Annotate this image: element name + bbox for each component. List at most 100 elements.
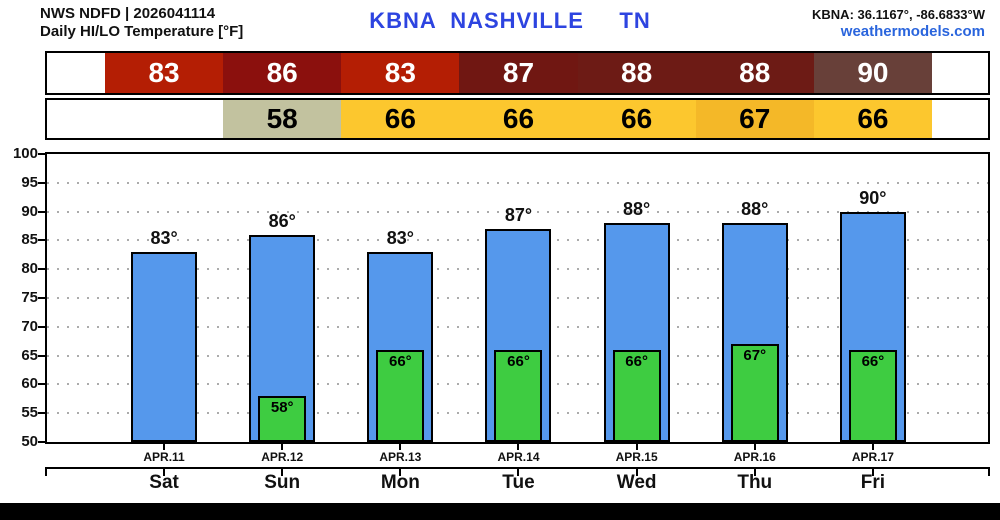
date-label: APR.16 [733, 450, 776, 464]
hi-bar-value-label: 88° [623, 199, 651, 220]
x-axis-tick [163, 444, 166, 450]
x-axis-tick [517, 444, 520, 450]
lo-bar-value-label: 67° [743, 347, 767, 365]
y-axis-tick-label: 55 [21, 404, 38, 422]
date-label: APR.11 [143, 450, 185, 464]
x-axis-days-line [45, 467, 990, 469]
y-axis-tick-label: 95 [21, 173, 38, 191]
y-axis-tick [38, 412, 45, 415]
hi-temp-cell: 88 [577, 53, 696, 93]
date-label: APR.13 [379, 450, 422, 464]
gridline [47, 181, 988, 184]
x-axis-tick [871, 444, 874, 450]
lo-bar: 66° [376, 349, 425, 442]
y-axis-tick [38, 297, 45, 299]
date-label: APR.17 [851, 450, 894, 464]
y-axis-tick [38, 354, 45, 357]
day-label: Thu [737, 472, 773, 493]
y-axis-tick [38, 383, 45, 386]
x-axis-tick [753, 444, 756, 450]
y-axis-tick-label: 65 [21, 346, 38, 364]
hi-temp-cell: 90 [813, 53, 932, 93]
day-axis-tick [871, 469, 874, 476]
day-axis-tick [753, 469, 756, 476]
day-label: Fri [860, 472, 886, 493]
temperature-plot-area: 83° 86° 58° 83° 66° 87° 66° 88° 66° 88° 67° 90° 66° [45, 152, 990, 444]
y-axis-tick [38, 210, 45, 213]
day-axis-tick [635, 469, 638, 476]
y-axis-tick-label: 50 [21, 433, 38, 450]
y-axis-tick [38, 153, 45, 155]
y-axis-tick [38, 441, 45, 443]
lo-bar: 66° [612, 349, 661, 442]
hi-temp-cell: 88 [695, 53, 814, 93]
x-axis-tick [281, 444, 284, 450]
hi-bar [131, 251, 198, 442]
y-axis-tick-label: 100 [12, 145, 38, 162]
station-coordinates: KBNA: 36.1167°, -86.6833°W [812, 7, 985, 22]
lo-bar: 66° [494, 349, 543, 442]
y-axis-tick-label: 80 [21, 260, 38, 278]
footer-bar [0, 503, 1000, 520]
y-axis-tick [38, 181, 45, 184]
weathermodels-link[interactable]: weathermodels.com [840, 23, 985, 40]
hi-temp-cell: 83 [341, 53, 460, 93]
day-axis-tick [281, 469, 284, 476]
y-axis-tick [38, 268, 45, 271]
hi-bar-value-label: 83° [150, 227, 178, 248]
hi-bar-value-label: 87° [504, 204, 533, 225]
day-label: Wed [616, 472, 657, 493]
y-axis-tick-label: 70 [21, 317, 38, 335]
lo-bar-value-label: 66° [861, 352, 885, 370]
day-label: Tue [502, 472, 535, 493]
day-label: Mon [380, 472, 420, 493]
x-axis-tick [635, 444, 638, 450]
lo-bar-value-label: 66° [625, 352, 648, 370]
header-right: KBNA: 36.1167°, -86.6833°W weathermodels… [812, 6, 985, 40]
date-label: APR.15 [615, 450, 658, 464]
lo-bar: 66° [848, 349, 897, 442]
model-run-label: NWS NDFD | 2026041114 [40, 5, 216, 22]
hi-temp-cell: 87 [459, 53, 578, 93]
lo-temperature-strip: 58 66 66 66 67 66 [45, 98, 990, 140]
y-axis-tick [38, 239, 45, 242]
y-axis-tick-label: 75 [21, 289, 38, 306]
y-axis-tick [38, 325, 45, 328]
lo-temp-cell: 58 [223, 100, 342, 138]
station-title: KBNA NASHVILLE TN [369, 8, 651, 33]
y-axis-tick-label: 90 [21, 202, 38, 220]
lo-bar-value-label: 66° [507, 352, 530, 370]
lo-temp-cell: 66 [577, 100, 696, 138]
product-title: Daily HI/LO Temperature [°F] [40, 23, 244, 40]
day-axis-end-tick [988, 469, 990, 476]
hi-bar-value-label: 86° [268, 210, 296, 231]
hi-temperature-strip: 83 86 83 87 88 88 90 [45, 51, 990, 95]
day-axis-tick [163, 469, 166, 476]
day-axis-end-tick [45, 469, 47, 476]
header-left: NWS NDFD | 2026041114 Daily HI/LO Temper… [40, 5, 243, 41]
y-axis-tick-label: 60 [21, 375, 38, 393]
day-label: Sat [149, 472, 179, 493]
day-axis-tick [517, 469, 520, 476]
hi-temp-cell: 83 [105, 53, 224, 93]
hi-temp-cell: 86 [223, 53, 342, 93]
lo-temp-cell: 66 [813, 100, 932, 138]
hi-bar-value-label: 90° [859, 187, 887, 208]
day-axis-tick [399, 469, 402, 476]
lo-bar: 67° [730, 344, 779, 442]
lo-temp-cell: 66 [341, 100, 460, 138]
hi-bar-value-label: 88° [741, 199, 769, 220]
date-label: APR.14 [497, 450, 540, 464]
gridline [47, 210, 988, 213]
lo-bar-value-label: 58° [270, 398, 294, 416]
x-axis-tick [399, 444, 402, 450]
lo-bar-value-label: 66° [389, 352, 412, 370]
y-axis-tick-label: 85 [21, 231, 38, 249]
lo-bar: 58° [258, 395, 307, 442]
lo-temp-cell: 67 [695, 100, 814, 138]
lo-temp-cell: 66 [459, 100, 578, 138]
date-label: APR.12 [261, 450, 304, 464]
hi-bar-value-label: 83° [386, 227, 414, 248]
day-label: Sun [264, 472, 301, 493]
